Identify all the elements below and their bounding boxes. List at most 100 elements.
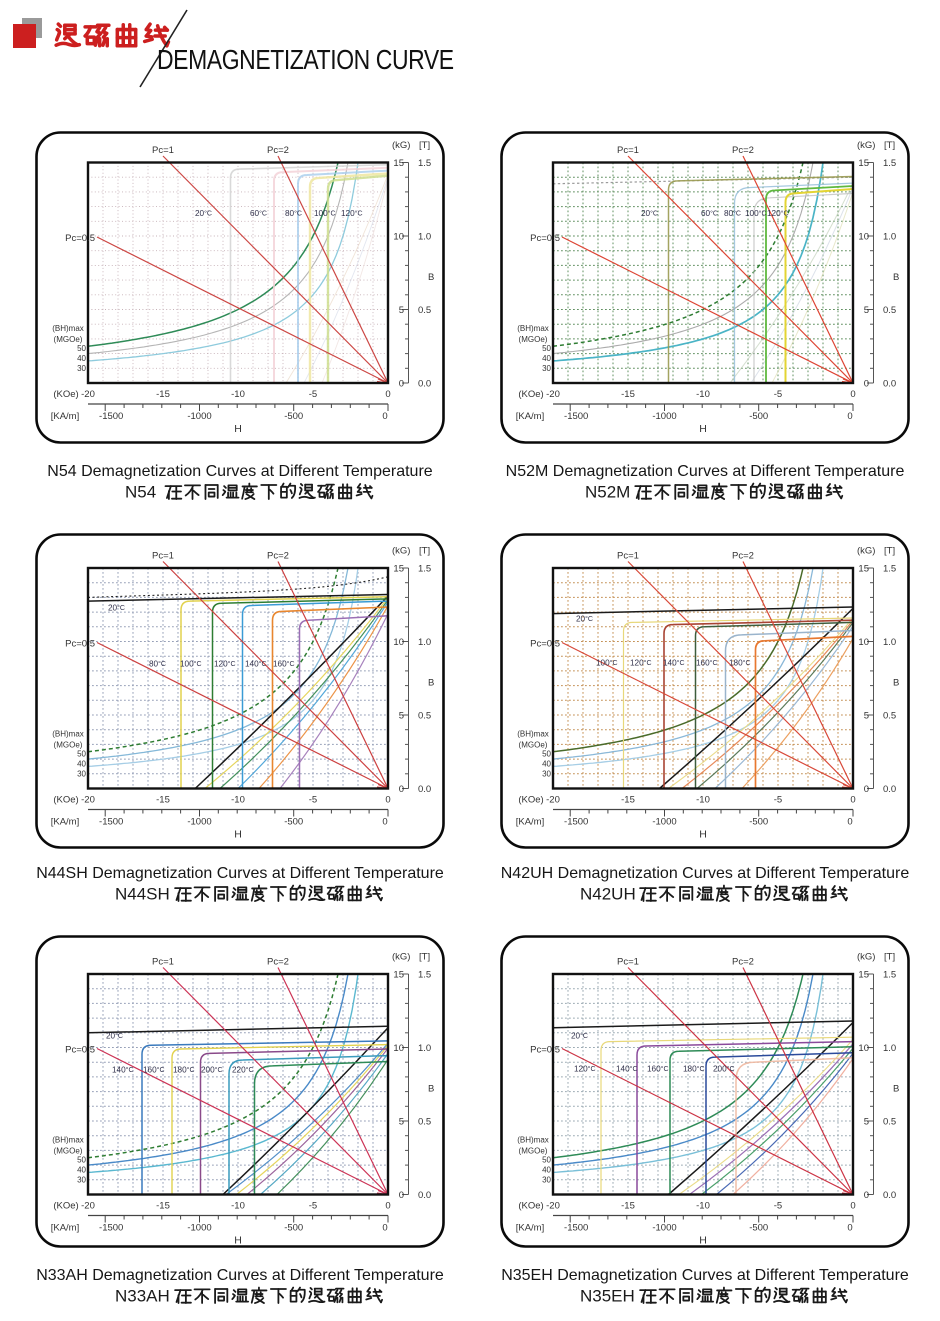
svg-text:120°C: 120°C xyxy=(767,209,789,218)
svg-text:0.0: 0.0 xyxy=(418,379,431,390)
svg-text:N52M: N52M xyxy=(585,483,630,502)
svg-text:(KOe): (KOe) xyxy=(53,1201,78,1212)
svg-text:180°C: 180°C xyxy=(173,1066,195,1075)
svg-text:50: 50 xyxy=(542,344,551,353)
svg-text:140°C: 140°C xyxy=(663,659,685,668)
svg-text:[KA/m]: [KA/m] xyxy=(516,411,545,422)
svg-text:Pc=1: Pc=1 xyxy=(152,551,174,562)
svg-text:0: 0 xyxy=(385,389,390,400)
svg-text:-15: -15 xyxy=(156,1201,170,1212)
svg-text:50: 50 xyxy=(542,750,551,759)
svg-text:40: 40 xyxy=(77,354,86,363)
svg-text:100°C: 100°C xyxy=(180,660,202,669)
svg-text:Pc=1: Pc=1 xyxy=(617,551,639,562)
svg-text:20°C: 20°C xyxy=(641,209,658,218)
svg-text:10: 10 xyxy=(393,637,404,648)
svg-text:0.0: 0.0 xyxy=(883,784,896,795)
svg-text:100°C: 100°C xyxy=(314,209,336,218)
svg-text:15: 15 xyxy=(858,564,869,575)
svg-text:[T]: [T] xyxy=(884,140,895,151)
svg-text:0: 0 xyxy=(399,1190,404,1201)
svg-text:100°C: 100°C xyxy=(745,209,767,218)
svg-text:0: 0 xyxy=(864,784,869,795)
svg-text:1.0: 1.0 xyxy=(883,232,896,243)
svg-text:0: 0 xyxy=(847,817,852,828)
svg-text:-15: -15 xyxy=(156,795,170,806)
svg-text:Pc=0.5: Pc=0.5 xyxy=(65,233,95,244)
svg-text:[KA/m]: [KA/m] xyxy=(516,817,545,828)
svg-text:Pc=0.5: Pc=0.5 xyxy=(65,1045,95,1056)
svg-text:(KOe): (KOe) xyxy=(53,389,78,400)
svg-text:-5: -5 xyxy=(309,795,317,806)
svg-text:50: 50 xyxy=(542,1156,551,1165)
svg-text:30: 30 xyxy=(77,364,86,373)
svg-text:Pc=2: Pc=2 xyxy=(732,957,754,968)
svg-text:-20: -20 xyxy=(81,389,95,400)
svg-text:Pc=0.5: Pc=0.5 xyxy=(530,233,560,244)
svg-text:-1500: -1500 xyxy=(564,1223,588,1234)
svg-text:220°C: 220°C xyxy=(232,1066,254,1075)
svg-text:H: H xyxy=(699,829,707,841)
svg-text:30: 30 xyxy=(542,364,551,373)
svg-text:0.0: 0.0 xyxy=(418,784,431,795)
svg-text:-5: -5 xyxy=(774,1201,782,1212)
svg-text:1.5: 1.5 xyxy=(418,970,431,981)
svg-text:0: 0 xyxy=(382,411,387,422)
svg-text:30: 30 xyxy=(77,1176,86,1185)
svg-text:-1000: -1000 xyxy=(652,1223,676,1234)
svg-text:Pc=2: Pc=2 xyxy=(267,551,289,562)
svg-text:80°C: 80°C xyxy=(724,209,741,218)
svg-text:N35EH: N35EH xyxy=(580,1287,635,1306)
svg-text:0.5: 0.5 xyxy=(883,1117,896,1128)
svg-text:40: 40 xyxy=(542,354,551,363)
svg-text:N44SH: N44SH xyxy=(115,885,170,904)
svg-text:-10: -10 xyxy=(231,795,245,806)
svg-text:B: B xyxy=(428,678,434,689)
svg-text:H: H xyxy=(699,1235,707,1247)
svg-text:-500: -500 xyxy=(749,1223,768,1234)
svg-text:(KOe): (KOe) xyxy=(518,389,543,400)
svg-text:160°C: 160°C xyxy=(273,660,295,669)
svg-text:(KOe): (KOe) xyxy=(518,795,543,806)
svg-text:-1500: -1500 xyxy=(99,411,123,422)
svg-text:-5: -5 xyxy=(774,795,782,806)
svg-text:H: H xyxy=(699,423,707,435)
svg-text:20°C: 20°C xyxy=(571,1032,588,1041)
svg-text:(MGOe): (MGOe) xyxy=(519,335,548,344)
svg-text:(KOe): (KOe) xyxy=(518,1201,543,1212)
svg-text:(BH)max: (BH)max xyxy=(52,1136,84,1145)
svg-text:(BH)max: (BH)max xyxy=(52,730,84,739)
svg-text:1.0: 1.0 xyxy=(883,1043,896,1054)
svg-text:0.0: 0.0 xyxy=(883,379,896,390)
svg-text:160°C: 160°C xyxy=(647,1065,669,1074)
svg-text:B: B xyxy=(428,272,434,283)
svg-text:30: 30 xyxy=(77,770,86,779)
svg-text:-15: -15 xyxy=(621,389,635,400)
svg-text:-1500: -1500 xyxy=(99,1223,123,1234)
svg-text:B: B xyxy=(893,1084,899,1095)
svg-text:H: H xyxy=(234,423,242,435)
svg-text:N33AH: N33AH xyxy=(115,1287,170,1306)
svg-text:15: 15 xyxy=(393,970,404,981)
svg-text:-10: -10 xyxy=(696,1201,710,1212)
svg-text:140°C: 140°C xyxy=(616,1065,638,1074)
svg-text:-10: -10 xyxy=(696,389,710,400)
svg-text:30: 30 xyxy=(542,770,551,779)
svg-text:20°C: 20°C xyxy=(106,1032,123,1041)
svg-text:1.5: 1.5 xyxy=(418,564,431,575)
svg-text:H: H xyxy=(234,829,242,841)
svg-text:-20: -20 xyxy=(546,795,560,806)
svg-text:N42UH: N42UH xyxy=(580,885,636,904)
svg-text:(kG): (kG) xyxy=(857,140,875,151)
svg-text:20°C: 20°C xyxy=(195,209,212,218)
svg-text:Pc=0.5: Pc=0.5 xyxy=(65,639,95,650)
svg-text:0.5: 0.5 xyxy=(418,711,431,722)
svg-text:-1000: -1000 xyxy=(652,817,676,828)
svg-text:Pc=0.5: Pc=0.5 xyxy=(530,639,560,650)
svg-text:(kG): (kG) xyxy=(392,546,410,557)
svg-text:80°C: 80°C xyxy=(149,660,166,669)
svg-text:160°C: 160°C xyxy=(143,1066,165,1075)
svg-text:5: 5 xyxy=(864,1117,869,1128)
svg-text:(BH)max: (BH)max xyxy=(517,1136,549,1145)
svg-text:-500: -500 xyxy=(284,817,303,828)
